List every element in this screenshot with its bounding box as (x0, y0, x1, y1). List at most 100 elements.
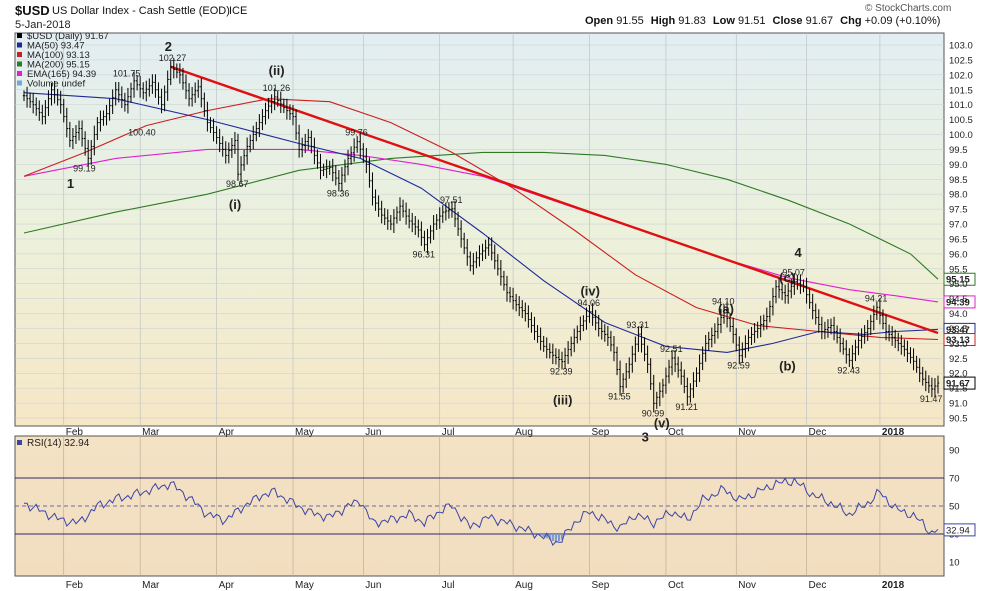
price-y-tick-label: 96.0 (949, 249, 968, 260)
open-label: Open (585, 15, 614, 27)
rsi-legend-swatch (17, 440, 22, 445)
rsi-value-box (943, 523, 976, 537)
rsi-x-tick-label: 2018 (882, 580, 905, 591)
price-annotation-label: 97.51 (440, 195, 463, 205)
elliott-wave-label: (c) (779, 270, 795, 285)
price-annotation-label: 91.47 (920, 394, 943, 404)
price-y-tick-label: 99.0 (949, 160, 968, 171)
elliott-wave-label: 3 (642, 430, 649, 445)
price-y-tick-label: 94.5 (949, 294, 968, 305)
open-value: 91.55 (616, 15, 644, 27)
rsi-x-tick-label: May (295, 580, 314, 591)
price-x-tick-label: Jun (365, 427, 381, 438)
close-value: 91.67 (805, 15, 834, 27)
price-y-tick-label: 94.0 (949, 309, 968, 320)
price-annotation-label: 92.51 (660, 344, 683, 354)
legend-entry: $USD (Daily) 91.67 (27, 31, 109, 42)
price-panel-background (14, 32, 945, 427)
rsi-x-tick-label: Apr (219, 580, 235, 591)
price-y-tick-label: 101.5 (949, 85, 973, 96)
price-y-tick-label: 99.5 (949, 145, 968, 156)
right-value-box-text: 91.67 (946, 379, 970, 390)
chart-date: 5-Jan-2018 (15, 19, 71, 31)
price-y-tick-label: 95.5 (949, 264, 968, 275)
price-annotation-label: 100.40 (128, 128, 156, 138)
chg-label: Chg (840, 15, 862, 27)
right-value-box-text: 94.39 (946, 297, 970, 308)
price-x-tick-label: Nov (738, 427, 756, 438)
legend-swatch (17, 61, 22, 67)
price-annotation-label: 91.21 (675, 402, 698, 412)
price-y-tick-label: 101.0 (949, 100, 973, 111)
price-y-tick-label: 98.0 (949, 190, 968, 201)
price-annotation-label: 92.43 (837, 365, 860, 375)
elliott-wave-label: (b) (779, 358, 796, 373)
rsi-line (23, 477, 939, 547)
grid (15, 33, 944, 576)
price-y-tick-label: 100.5 (949, 115, 973, 126)
high-label: High (650, 15, 676, 27)
rsi-value-box-text: 32.94 (946, 525, 970, 536)
legend-entry: EMA(165) 94.39 (27, 69, 96, 80)
elliott-wave-label: 4 (794, 245, 802, 260)
watermark: © StockCharts.com (865, 3, 952, 14)
high-value: 91.83 (678, 15, 706, 27)
rsi-series: 32.94 (v) 3 RSI(14) 32.94 (15, 416, 976, 547)
right-value-box (943, 333, 976, 347)
price-x-tick-label: Mar (142, 427, 160, 438)
price-y-tick-label: 96.5 (949, 234, 968, 245)
price-y-tick-label: 97.5 (949, 205, 968, 216)
price-annotation-label: 94.10 (712, 297, 735, 307)
price-y-tick-label: 97.0 (949, 220, 968, 231)
elliott-wave-label: (ii) (269, 63, 285, 78)
rsi-x-tick-label: Mar (142, 580, 160, 591)
price-annotation-label: 96.31 (412, 250, 435, 260)
price-annotation-label: 94.06 (578, 298, 601, 308)
rsi-label: RSI(14) 32.94 (27, 438, 90, 449)
close-label: Close (772, 15, 803, 27)
rsi-y-tick-label: 50 (949, 502, 960, 513)
elliott-wave-label: (v) (654, 416, 670, 431)
chg-value: +0.09 (+0.10%) (864, 15, 941, 27)
right-value-box (943, 272, 976, 286)
price-y-tick-label: 102.0 (949, 70, 973, 81)
price-annotation-label: 90.99 (642, 408, 665, 418)
legend-swatch (17, 42, 22, 48)
rsi-y-tick-label: 10 (949, 558, 960, 569)
price-annotation-label: 101.75 (113, 68, 141, 78)
elliott-wave-label: 1 (67, 176, 74, 191)
price-y-tick-label: 100.0 (949, 130, 973, 141)
legend-entry: MA(100) 93.13 (27, 50, 90, 61)
price-annotation-label: 101.26 (263, 83, 291, 93)
price-annotation-label: 98.36 (327, 188, 350, 198)
ohlc-readout: Open 91.55 High 91.83 Low 91.51 Close 91… (585, 15, 940, 27)
price-x-tick-label: Oct (668, 427, 684, 438)
rsi-x-tick-label: Jun (365, 580, 381, 591)
price-annotation-label: 94.21 (865, 293, 888, 303)
price-annotation-label: 102.27 (159, 53, 187, 63)
price-y-tick-label: 98.5 (949, 175, 968, 186)
elliott-wave-label: (a) (718, 302, 734, 317)
price-x-tick-label: Aug (515, 427, 533, 438)
price-x-tick-label: Jul (442, 427, 455, 438)
legend-swatch (17, 71, 22, 76)
legend-swatch (17, 80, 22, 86)
rsi-y-tick-label: 70 (949, 474, 960, 485)
price-x-tick-label: Apr (219, 427, 235, 438)
ma100-line (23, 98, 939, 341)
price-annotation-label: 98.67 (226, 179, 249, 189)
rsi-x-tick-label: Sep (592, 580, 610, 591)
price-y-tick-label: 90.5 (949, 414, 968, 425)
trendline (170, 65, 939, 335)
price-y-tick-label: 91.0 (949, 399, 968, 410)
axes: Feb Feb Mar Mar Apr Apr May May Jun Jun Jul Jul Aug A… (66, 41, 973, 591)
price-annotation-label: 95.07 (782, 268, 805, 278)
price-annotation-label: 91.55 (608, 392, 631, 402)
chart-symbol: $USD (15, 3, 50, 18)
price-x-tick-label: 2018 (882, 427, 905, 438)
right-value-box-text: 95.15 (946, 275, 970, 286)
price-annotation-label: 93.31 (626, 320, 649, 330)
price-annotation-label: 92.59 (727, 361, 750, 371)
price-y-tick-label: 95.0 (949, 279, 968, 290)
